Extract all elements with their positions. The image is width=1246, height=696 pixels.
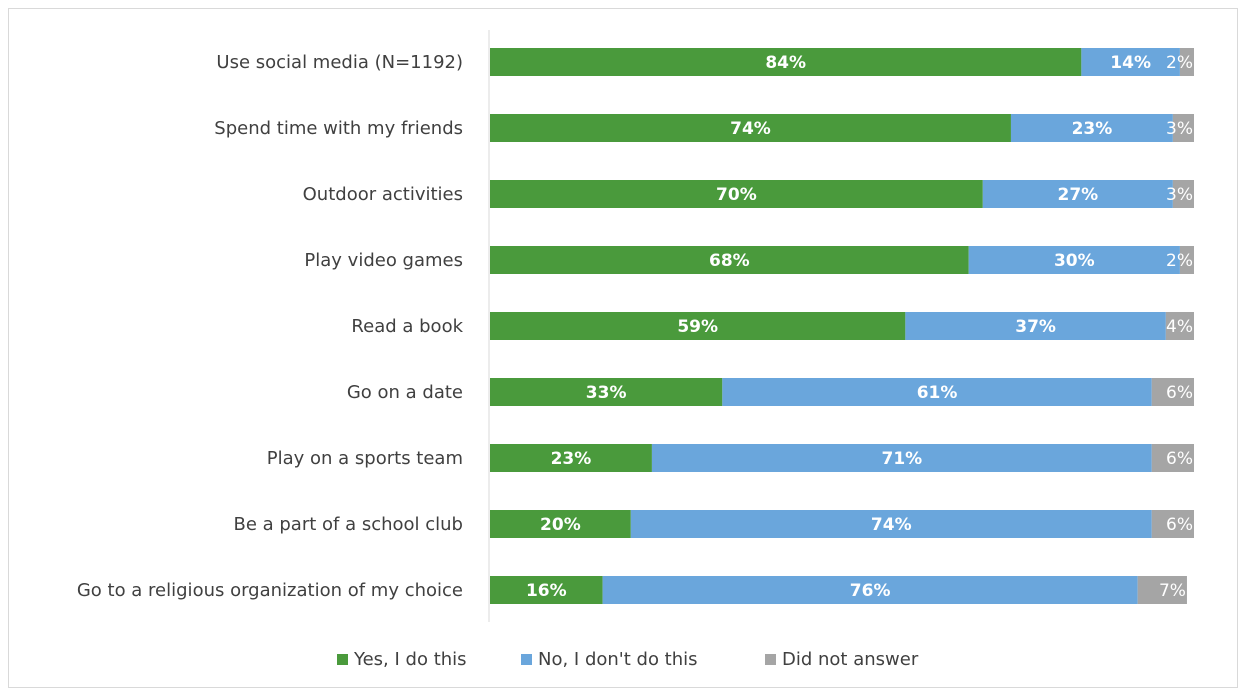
bar-segment-no [651, 444, 1152, 472]
category-label: Be a part of a school club [233, 514, 463, 535]
data-label: 4% [1166, 317, 1193, 337]
data-label: 14% [1110, 53, 1151, 73]
category-label: Play video games [304, 250, 463, 271]
data-label: 6% [1166, 515, 1193, 535]
data-label: 84% [765, 53, 806, 73]
bar-segment-yes [490, 576, 603, 604]
category-label: Go on a date [347, 382, 463, 403]
bar-segment-yes [490, 312, 906, 340]
bar-segment-no [982, 180, 1173, 208]
data-label: 68% [709, 251, 750, 271]
data-label: 23% [551, 449, 592, 469]
legend-label: Yes, I do this [353, 649, 467, 670]
category-label: Read a book [351, 316, 463, 337]
category-label: Play on a sports team [267, 448, 463, 469]
bar-segment-yes [490, 180, 983, 208]
bar-segment-no [602, 576, 1138, 604]
data-label: 33% [586, 383, 627, 403]
data-label: 2% [1166, 251, 1193, 271]
bar-segment-no [630, 510, 1152, 538]
legend-swatch [765, 654, 776, 665]
bar-segment-yes [490, 444, 652, 472]
bar-segment-yes [490, 48, 1082, 76]
bar-segment-no [1010, 114, 1173, 142]
category-label: Go to a religious organization of my cho… [77, 580, 463, 601]
data-label: 71% [881, 449, 922, 469]
data-label: 74% [730, 119, 771, 139]
data-label: 6% [1166, 383, 1193, 403]
bar-segment-yes [490, 510, 631, 538]
data-label: 74% [871, 515, 912, 535]
data-label: 23% [1072, 119, 1113, 139]
data-label: 27% [1057, 185, 1098, 205]
data-label: 37% [1015, 317, 1056, 337]
data-label: 20% [540, 515, 581, 535]
data-label: 59% [677, 317, 718, 337]
data-label: 2% [1166, 53, 1193, 73]
category-label: Use social media (N=1192) [216, 52, 463, 73]
bar-segment-yes [490, 378, 723, 406]
bar-segment-yes [490, 114, 1011, 142]
bar-segment-no [722, 378, 1152, 406]
data-label: 61% [917, 383, 958, 403]
data-label: 16% [526, 581, 567, 601]
legend-swatch [521, 654, 532, 665]
data-label: 3% [1166, 119, 1193, 139]
bar-segment-no-answer [1172, 114, 1194, 142]
bar-segment-yes [490, 246, 969, 274]
legend-label: Did not answer [782, 649, 919, 670]
bar-segment-no-answer [1151, 510, 1194, 538]
bar-segment-no [968, 246, 1180, 274]
bar-segment-no-answer [1151, 378, 1194, 406]
bar-segment-no-answer [1172, 180, 1194, 208]
legend-swatch [337, 654, 348, 665]
bar-segment-no-answer [1179, 246, 1194, 274]
bar-segment-no [905, 312, 1166, 340]
data-label: 3% [1166, 185, 1193, 205]
category-label: Spend time with my friends [214, 118, 463, 139]
bar-segment-no-answer [1151, 444, 1194, 472]
data-label: 70% [716, 185, 757, 205]
bar-segment-no-answer [1179, 48, 1194, 76]
data-label: 76% [850, 581, 891, 601]
data-label: 7% [1159, 581, 1186, 601]
bar-segment-no-answer [1165, 312, 1194, 340]
data-label: 6% [1166, 449, 1193, 469]
data-label: 30% [1054, 251, 1095, 271]
category-label: Outdoor activities [303, 184, 463, 205]
legend-label: No, I don't do this [538, 649, 698, 670]
bar-segment-no [1081, 48, 1180, 76]
bar-segment-no-answer [1137, 576, 1187, 604]
